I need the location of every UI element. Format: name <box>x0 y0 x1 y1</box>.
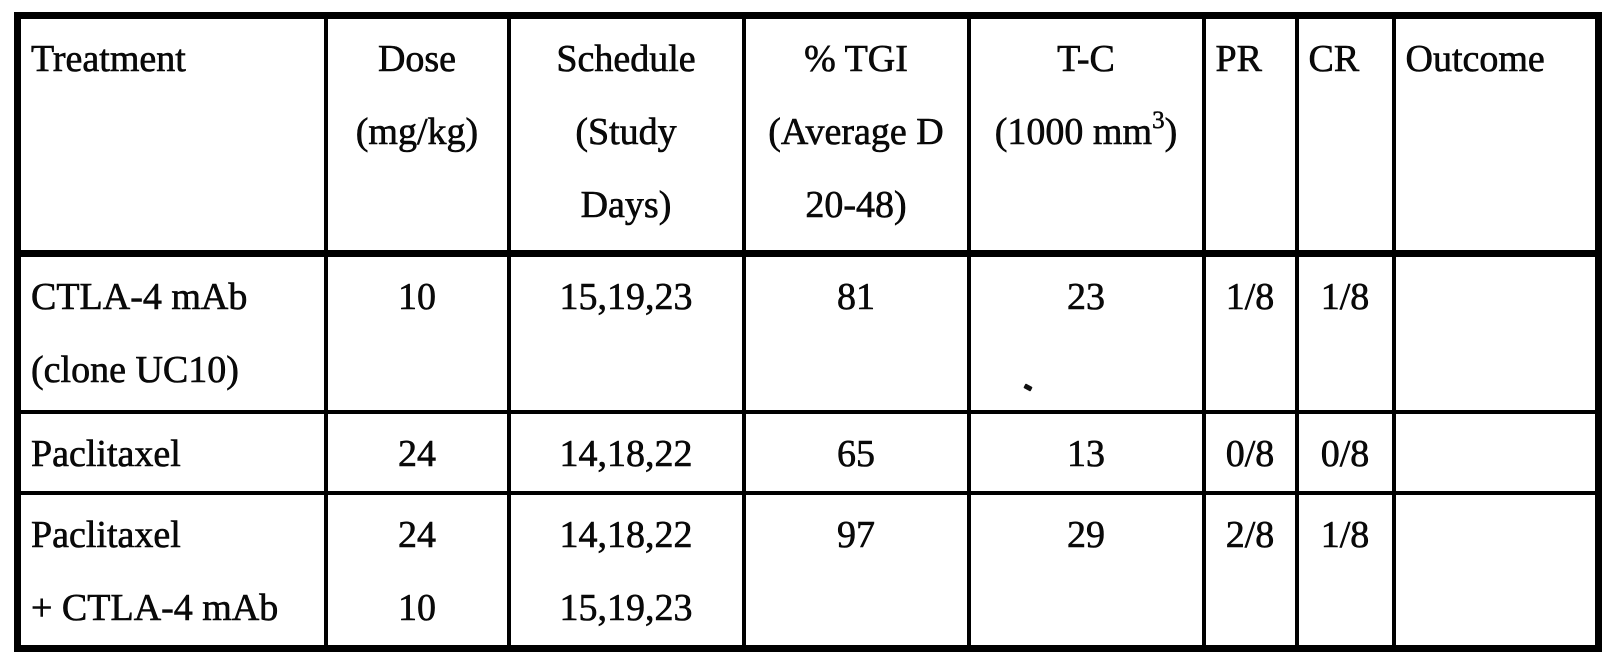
cell-outcome <box>1391 251 1601 414</box>
cell-schedule: 15,19,23 <box>506 251 746 414</box>
dose-value: 10 <box>398 276 437 319</box>
header-cell-outcome: Outcome <box>1391 13 1601 257</box>
header-treatment-label: Treatment <box>31 38 186 81</box>
cr-value: 0/8 <box>1320 432 1370 475</box>
header-cr-label: CR <box>1308 38 1360 81</box>
tgi-value: 81 <box>837 276 876 319</box>
cell-pr: 2/8 <box>1201 490 1299 650</box>
header-schedule-line2: (Study <box>575 111 677 154</box>
pr-value: 2/8 <box>1225 513 1275 556</box>
treatment-line1: CTLA-4 mAb <box>31 276 248 319</box>
header-cell-pr: PR <box>1201 13 1299 257</box>
cell-tgi: 97 <box>741 490 971 650</box>
schedule-value: 14,18,22 <box>559 432 693 475</box>
header-tc-line1: T-C <box>1057 38 1115 81</box>
treatment-line1: Paclitaxel <box>31 432 181 475</box>
cell-cr: 1/8 <box>1294 251 1396 414</box>
header-outcome-label: Outcome <box>1405 38 1545 81</box>
header-tc-unit-post: ) <box>1164 111 1178 154</box>
pr-value: 0/8 <box>1225 432 1275 475</box>
header-tc-unit-pre: (1000 mm <box>994 111 1153 154</box>
header-pr-label: PR <box>1215 38 1262 81</box>
tgi-value: 97 <box>837 513 876 556</box>
schedule-value-line1: 14,18,22 <box>559 513 693 556</box>
cell-pr: 0/8 <box>1201 409 1299 495</box>
cell-dose: 10 <box>323 251 511 414</box>
header-schedule-line1: Schedule <box>556 38 696 81</box>
header-dose-line2: (mg/kg) <box>355 111 479 154</box>
cell-pr: 1/8 <box>1201 251 1299 414</box>
cell-treatment: CTLA-4 mAb (clone UC10) <box>15 251 328 414</box>
header-tc-unit-superscript: 3 <box>1152 107 1165 135</box>
header-tc-line2: (1000 mm3) <box>973 96 1200 173</box>
cell-tc: 13 <box>966 409 1206 495</box>
header-cell-tgi: % TGI (Average D 20-48) <box>741 13 971 257</box>
cr-value: 1/8 <box>1320 513 1370 556</box>
schedule-value: 15,19,23 <box>559 276 693 319</box>
dose-value-line1: 24 <box>398 513 437 556</box>
tc-value: 13 <box>1067 432 1106 475</box>
tc-value: 29 <box>1067 513 1106 556</box>
treatment-line1: Paclitaxel <box>31 513 181 556</box>
header-cell-tc: T-C (1000 mm3) <box>966 13 1206 257</box>
cell-cr: 0/8 <box>1294 409 1396 495</box>
cell-outcome <box>1391 490 1601 650</box>
cell-cr: 1/8 <box>1294 490 1396 650</box>
table-row-ctla4: CTLA-4 mAb (clone UC10) 10 15,19,23 81 2… <box>15 251 1601 414</box>
table-row-combination: Paclitaxel + CTLA-4 mAb 24 10 14,18,22 1… <box>15 490 1601 650</box>
header-tgi-line2: (Average D <box>768 111 944 154</box>
header-cell-dose: Dose (mg/kg) <box>323 13 511 257</box>
cell-tgi: 81 <box>741 251 971 414</box>
treatment-line2: (clone UC10) <box>31 349 239 392</box>
cr-value: 1/8 <box>1320 276 1370 319</box>
header-tgi-line3: 20-48) <box>805 184 907 227</box>
pr-value: 1/8 <box>1225 276 1275 319</box>
cell-treatment: Paclitaxel + CTLA-4 mAb <box>15 490 328 650</box>
treatment-results-table: Treatment Dose (mg/kg) Schedule (Study D… <box>14 12 1602 652</box>
header-dose-line1: Dose <box>377 38 457 81</box>
cell-schedule: 14,18,22 <box>506 409 746 495</box>
tgi-value: 65 <box>837 432 876 475</box>
header-cell-treatment: Treatment <box>15 13 328 257</box>
treatment-line2: + CTLA-4 mAb <box>31 586 279 629</box>
table-row-paclitaxel: Paclitaxel 24 14,18,22 65 13 0/8 <box>15 409 1601 495</box>
dose-value: 24 <box>398 432 437 475</box>
cell-tgi: 65 <box>741 409 971 495</box>
cell-schedule: 14,18,22 15,19,23 <box>506 490 746 650</box>
header-tgi-line1: % TGI <box>804 38 908 81</box>
cell-dose: 24 <box>323 409 511 495</box>
header-schedule-line3: Days) <box>580 184 672 227</box>
cell-tc: 29 <box>966 490 1206 650</box>
header-cell-cr: CR <box>1294 13 1396 257</box>
tc-value: 23 <box>1067 276 1106 319</box>
cell-treatment: Paclitaxel <box>15 409 328 495</box>
table-header-row: Treatment Dose (mg/kg) Schedule (Study D… <box>15 13 1601 257</box>
schedule-value-line2: 15,19,23 <box>559 586 693 629</box>
cell-outcome <box>1391 409 1601 495</box>
dose-value-line2: 10 <box>398 586 437 629</box>
cell-dose: 24 10 <box>323 490 511 650</box>
cell-tc: 23 <box>966 251 1206 414</box>
header-cell-schedule: Schedule (Study Days) <box>506 13 746 257</box>
